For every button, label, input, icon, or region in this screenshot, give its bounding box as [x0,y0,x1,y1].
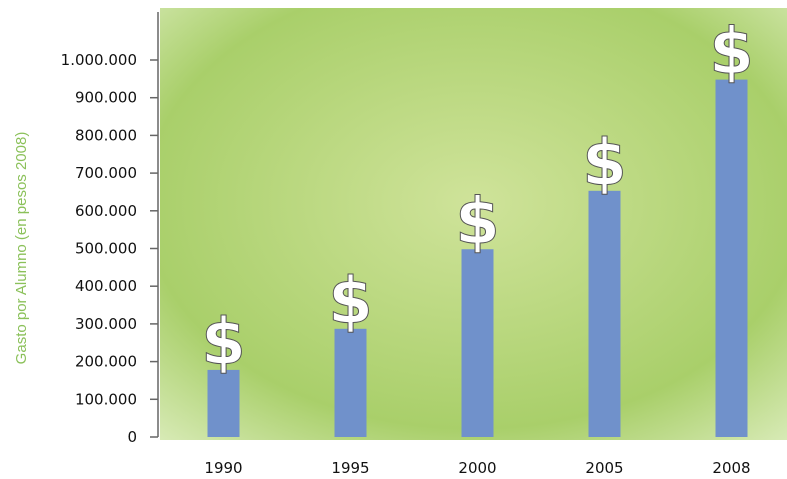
y-tick-label: 1.000.000 [61,51,137,69]
dollar-sign: $ [582,127,627,201]
y-tick-label: 800.000 [75,126,137,144]
y-tick-label: 400.000 [75,277,137,295]
dollar-sign: $ [201,306,246,380]
x-tick-label: 1990 [204,459,242,477]
bar [208,370,240,437]
bar [589,191,621,437]
bar [716,80,748,437]
x-tick-label: 2005 [585,459,623,477]
y-tick-label: 100.000 [75,390,137,408]
y-tick-label: 300.000 [75,315,137,333]
y-tick-label: 200.000 [75,353,137,371]
y-tick-label: 500.000 [75,240,137,258]
x-tick-label: 2008 [712,459,750,477]
y-tick-label: 0 [127,428,137,446]
y-axis-label: Gasto por Alumno (en pesos 2008) [13,132,30,365]
y-tick-label: 700.000 [75,164,137,182]
bar [462,249,494,437]
y-tick-label: 900.000 [75,89,137,107]
bar [335,329,367,437]
chart: Gasto por Alumno (en pesos 2008) 0 100.00… [0,0,787,479]
y-tick-label: 600.000 [75,202,137,220]
dollar-sign: $ [328,265,373,339]
dollar-sign: $ [455,185,500,259]
dollar-sign: $ [709,16,754,90]
x-tick-label: 2000 [458,459,496,477]
x-tick-label: 1995 [331,459,369,477]
